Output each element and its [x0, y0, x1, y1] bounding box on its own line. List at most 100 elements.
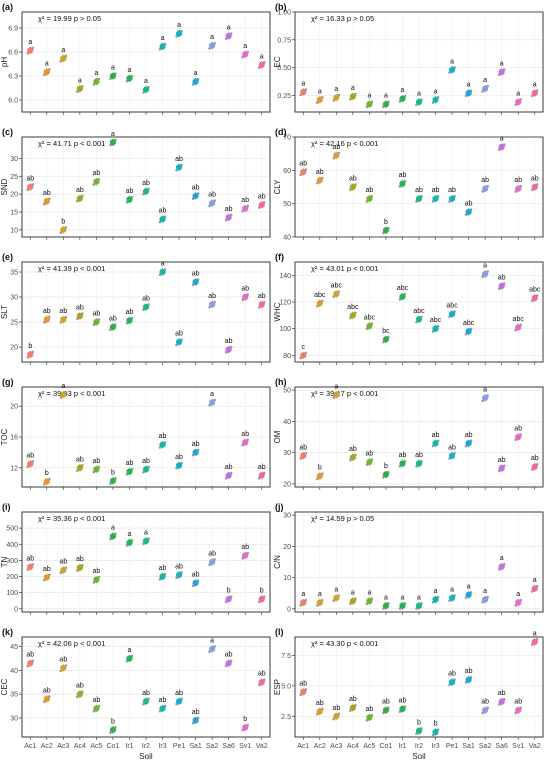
- significance-letter: ab: [448, 187, 456, 194]
- mean-point: [76, 85, 83, 92]
- significance-letter: a: [483, 386, 487, 393]
- significance-letter: ab: [175, 331, 183, 338]
- x-tick-label: Ir2: [142, 743, 150, 750]
- mean-point: [159, 441, 166, 448]
- mean-point: [316, 599, 323, 606]
- significance-letter: ab: [109, 316, 117, 323]
- mean-point: [333, 94, 340, 101]
- y-tick-label: 7.5: [281, 653, 291, 660]
- y-tick-label: 300: [6, 558, 18, 565]
- mean-point: [43, 478, 50, 485]
- panel-slt: 20 25 30 35 SLT (e) χ² = 41.39 p < 0.001 b ab ab a…: [0, 252, 271, 365]
- mean-point: [159, 43, 166, 50]
- significance-letter: ab: [93, 697, 101, 704]
- significance-letter: abc: [430, 317, 442, 324]
- significance-letter: ab: [258, 464, 266, 471]
- significance-letter: ab: [432, 187, 440, 194]
- significance-letter: ab: [159, 433, 167, 440]
- y-axis-label: WHC: [273, 302, 282, 321]
- significance-letter: a: [243, 43, 247, 50]
- significance-letter: a: [111, 525, 115, 532]
- mean-point: [76, 691, 83, 698]
- significance-letter: a: [318, 88, 322, 95]
- mean-point: [399, 705, 406, 713]
- stat-annotation: χ² = 41.39 p < 0.001: [38, 264, 105, 273]
- mean-point: [175, 571, 183, 579]
- significance-letter: abc: [463, 320, 475, 327]
- y-axis-label: TN: [0, 556, 9, 567]
- significance-letter: ab: [465, 668, 473, 675]
- x-tick-label: Sa6: [222, 743, 235, 750]
- significance-letter: ab: [258, 671, 266, 678]
- significance-letter: ab: [332, 144, 340, 151]
- mean-point: [93, 178, 100, 185]
- stat-annotation: χ² = 39.17 p < 0.001: [311, 389, 378, 398]
- panel-letter: (k): [2, 627, 13, 637]
- mean-point: [333, 594, 340, 602]
- significance-letter: a: [351, 85, 355, 92]
- significance-letter: ab: [142, 296, 150, 303]
- significance-letter: ab: [366, 451, 374, 458]
- mean-point: [225, 472, 232, 479]
- significance-letter: ab: [448, 444, 456, 451]
- mean-point: [27, 351, 34, 358]
- significance-letter: ab: [382, 699, 390, 706]
- mean-point: [465, 676, 472, 683]
- y-axis-label: SND: [0, 178, 9, 195]
- x-tick-label: Ac4: [347, 743, 359, 750]
- mean-point: [465, 90, 472, 97]
- mean-point: [109, 726, 117, 733]
- panel-ec: 0.25 0.50 0.75 1.00 EC (b) χ² = 16.33 p > 0.05…: [273, 2, 544, 115]
- y-tick-label: 20: [10, 345, 18, 352]
- panel-letter: (i): [2, 502, 11, 512]
- significance-letter: a: [351, 590, 355, 597]
- mean-point: [27, 660, 34, 667]
- y-axis-label: pH: [0, 57, 9, 67]
- y-tick-label: 5.0: [281, 683, 291, 690]
- y-tick-label: 6.0: [8, 98, 18, 105]
- significance-letter: ab: [225, 206, 233, 213]
- y-tick-label: 45: [10, 644, 18, 651]
- y-tick-label: 50: [283, 201, 291, 208]
- significance-letter: a: [210, 637, 214, 644]
- x-tick-label: Ir1: [125, 743, 133, 750]
- mean-point: [531, 638, 538, 645]
- significance-letter: ab: [26, 555, 34, 562]
- significance-letter: ab: [142, 180, 150, 187]
- mean-point: [382, 602, 390, 609]
- significance-letter: abc: [397, 285, 409, 292]
- mean-point: [366, 195, 373, 202]
- significance-letter: ab: [299, 680, 307, 687]
- significance-letter: ab: [159, 697, 167, 704]
- mean-point: [366, 714, 373, 721]
- mean-point: [43, 198, 50, 205]
- significance-letter: ab: [241, 286, 249, 293]
- y-tick-label: 0.75: [277, 37, 291, 44]
- mean-point: [482, 85, 489, 92]
- mean-point: [465, 208, 472, 216]
- significance-letter: ab: [76, 456, 84, 463]
- mean-point: [448, 679, 456, 686]
- mean-point: [93, 318, 100, 326]
- mean-point: [159, 216, 166, 223]
- mean-point: [382, 227, 390, 234]
- significance-letter: a: [177, 22, 181, 29]
- mean-point: [192, 449, 199, 456]
- x-tick-label: Ac1: [297, 743, 309, 750]
- y-tick-label: 1.00: [277, 10, 291, 17]
- significance-letter: ab: [175, 563, 183, 570]
- mean-point: [415, 602, 423, 609]
- significance-letter: ab: [192, 441, 200, 448]
- mean-point: [316, 300, 323, 307]
- mean-point: [209, 399, 216, 406]
- mean-point: [515, 185, 522, 192]
- mean-point: [415, 195, 423, 202]
- x-tick-label: Sa2: [479, 743, 492, 750]
- significance-letter: abc: [347, 304, 359, 311]
- y-tick-label: 0: [287, 606, 291, 613]
- significance-letter: a: [301, 81, 305, 88]
- significance-letter: a: [78, 77, 82, 84]
- mean-point: [60, 316, 67, 323]
